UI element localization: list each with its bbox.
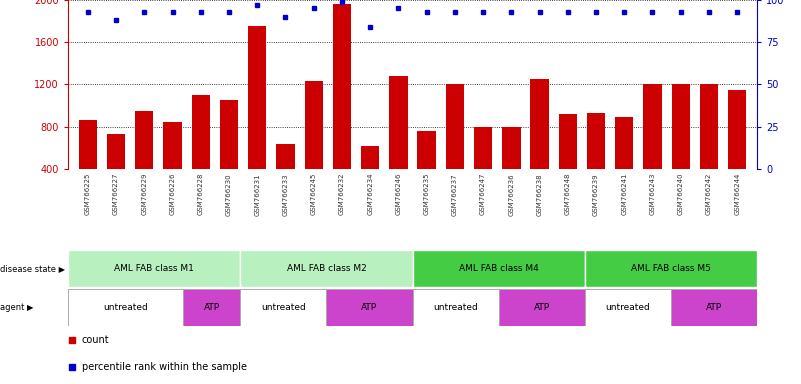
Text: GSM766240: GSM766240 (678, 173, 684, 215)
Bar (700, 84, 718, 211)
Text: GSM766242: GSM766242 (706, 173, 712, 215)
Text: GSM766229: GSM766229 (141, 173, 147, 215)
Bar (558, 114, 577, 211)
Text: GSM766234: GSM766234 (367, 173, 373, 215)
Text: GSM766241: GSM766241 (622, 173, 627, 215)
Text: percentile rank within the sample: percentile rank within the sample (82, 362, 247, 372)
Bar (240, 289, 327, 326)
Text: GSM766226: GSM766226 (170, 173, 175, 215)
Bar (498, 289, 585, 326)
Text: untreated: untreated (433, 303, 478, 312)
Bar (68, 289, 183, 326)
Text: GSM766228: GSM766228 (198, 173, 203, 215)
Bar (615, 117, 634, 211)
Text: GSM766247: GSM766247 (480, 173, 486, 215)
Bar (587, 113, 606, 211)
Bar (728, 90, 747, 211)
Text: count: count (82, 335, 110, 345)
Text: ATP: ATP (203, 303, 219, 312)
Text: GSM766244: GSM766244 (735, 173, 740, 215)
Text: untreated: untreated (103, 303, 148, 312)
Text: GSM766230: GSM766230 (226, 173, 232, 216)
Text: GSM766231: GSM766231 (254, 173, 260, 216)
Bar (670, 289, 757, 326)
Text: GSM766233: GSM766233 (283, 173, 288, 216)
Text: GSM766245: GSM766245 (311, 173, 316, 215)
Bar (585, 250, 757, 287)
Bar (326, 289, 413, 326)
Bar (276, 144, 295, 211)
Text: GSM766235: GSM766235 (424, 173, 429, 215)
Bar (530, 79, 549, 211)
Bar (163, 122, 182, 211)
Bar (240, 250, 413, 287)
Bar (68, 250, 240, 287)
Text: GSM766236: GSM766236 (509, 173, 514, 216)
Bar (585, 289, 670, 326)
Bar (248, 26, 267, 211)
Text: agent ▶: agent ▶ (0, 303, 34, 312)
Bar (361, 146, 380, 211)
Text: GSM766239: GSM766239 (593, 173, 599, 216)
Text: GSM766238: GSM766238 (537, 173, 542, 216)
Text: AML FAB class M5: AML FAB class M5 (631, 264, 710, 273)
Bar (135, 111, 154, 211)
Bar (107, 134, 125, 211)
Text: untreated: untreated (606, 303, 650, 312)
Bar (474, 127, 493, 211)
Bar (445, 84, 464, 211)
Text: ATP: ATP (533, 303, 549, 312)
Text: GSM766237: GSM766237 (452, 173, 458, 216)
Bar (502, 127, 521, 211)
Bar (332, 4, 351, 211)
Text: GSM766246: GSM766246 (396, 173, 401, 215)
Bar (671, 84, 690, 211)
Text: GSM766232: GSM766232 (339, 173, 345, 215)
Text: GSM766243: GSM766243 (650, 173, 655, 215)
Text: AML FAB class M1: AML FAB class M1 (115, 264, 194, 273)
Text: AML FAB class M4: AML FAB class M4 (459, 264, 538, 273)
Bar (183, 289, 240, 326)
Bar (389, 76, 408, 211)
Bar (417, 131, 436, 211)
Bar (413, 250, 585, 287)
Bar (78, 121, 97, 211)
Text: untreated: untreated (261, 303, 306, 312)
Bar (219, 100, 238, 211)
Text: GSM766248: GSM766248 (565, 173, 571, 215)
Bar (643, 84, 662, 211)
Bar (413, 289, 498, 326)
Bar (191, 95, 210, 211)
Text: ATP: ATP (706, 303, 722, 312)
Text: ATP: ATP (361, 303, 377, 312)
Bar (304, 81, 323, 211)
Text: GSM766227: GSM766227 (113, 173, 119, 215)
Text: disease state ▶: disease state ▶ (0, 264, 65, 273)
Text: GSM766225: GSM766225 (85, 173, 91, 215)
Text: AML FAB class M2: AML FAB class M2 (287, 264, 366, 273)
